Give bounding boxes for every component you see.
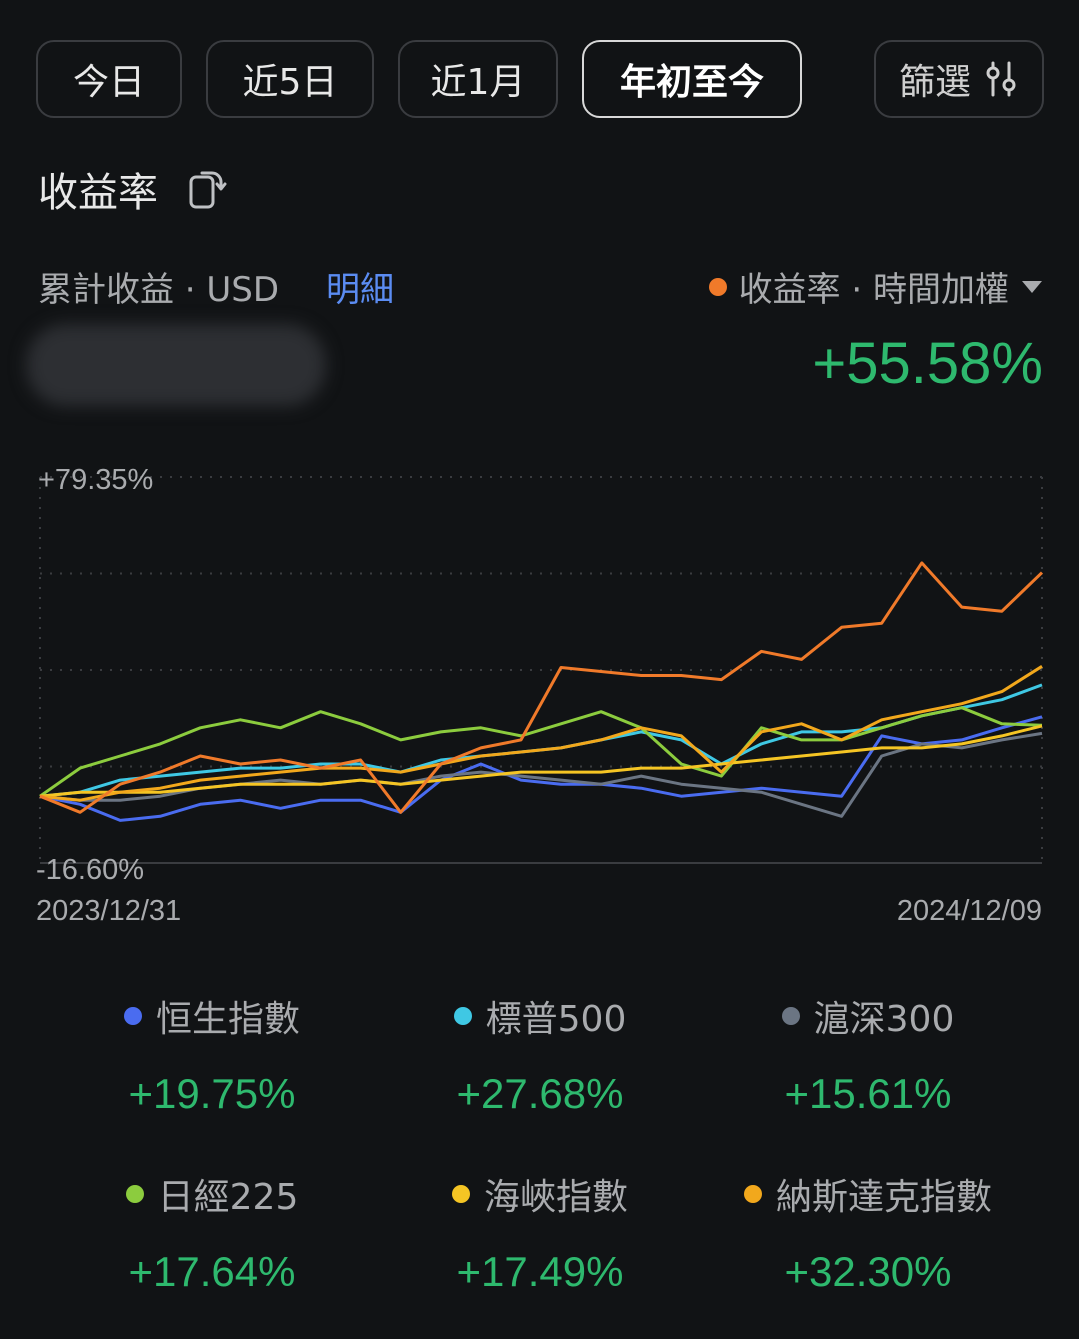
sliders-icon xyxy=(986,61,1016,97)
y-max-label: +79.35% xyxy=(38,464,153,496)
legend-value: +27.68% xyxy=(456,1070,624,1117)
legend-name: 納斯達克指數 xyxy=(775,1177,992,1218)
nikkei-dot-icon xyxy=(125,1185,144,1203)
legend-value: +15.61% xyxy=(784,1070,952,1117)
rotate-screen-icon[interactable] xyxy=(188,167,228,211)
return-chart: +79.35% -16.60% 2023/12/31 2024/12/09 xyxy=(36,464,1044,925)
x-start-label: 2023/12/31 xyxy=(36,895,181,925)
tab-today[interactable]: 今日 xyxy=(36,40,182,118)
legend-name: 海峽指數 xyxy=(483,1177,628,1218)
legend-item-nikkei: 日經225 +17.64% xyxy=(42,1168,382,1296)
section-title: 收益率 xyxy=(38,170,158,216)
legend-name: 恒生指數 xyxy=(155,999,300,1040)
rate-dot-icon xyxy=(708,277,727,296)
legend-name: 滬深300 xyxy=(813,999,955,1040)
legend-item-hang-seng: 恒生指數 +19.75% xyxy=(42,990,382,1118)
csi300-dot-icon xyxy=(781,1007,800,1025)
series-line xyxy=(39,731,1043,818)
section-header: 收益率 xyxy=(38,160,228,218)
hidden-amount xyxy=(26,324,326,406)
legend-value: +19.75% xyxy=(128,1070,296,1117)
series-line xyxy=(39,706,1043,798)
index-legend: 恒生指數 +19.75% 標普500 +27.68% 滬深300 +15.61%… xyxy=(0,990,1079,1320)
legend-item-sp500: 標普500 +27.68% xyxy=(370,990,710,1118)
legend-name: 日經225 xyxy=(157,1177,299,1218)
nasdaq-dot-icon xyxy=(743,1185,762,1203)
series-line xyxy=(39,715,1043,822)
chart-series xyxy=(39,561,1044,822)
rate-type-selector[interactable]: 收益率 · 時間加權 xyxy=(708,262,1043,311)
period-tabs: 今日 近5日 近1月 年初至今 篩選 xyxy=(36,40,1044,118)
sp500-dot-icon xyxy=(453,1007,472,1025)
summary-row: 累計收益 · USD 明細 收益率 · 時間加權 xyxy=(38,262,1043,310)
filter-button[interactable]: 篩選 xyxy=(874,40,1044,118)
tab-1-month[interactable]: 近1月 xyxy=(398,40,558,118)
return-value: +55.58% xyxy=(812,331,1043,396)
legend-name: 標普500 xyxy=(485,999,627,1040)
detail-link[interactable]: 明細 xyxy=(326,270,394,310)
hang-seng-dot-icon xyxy=(123,1007,142,1025)
filter-label: 篩選 xyxy=(898,62,971,103)
legend-value: +17.49% xyxy=(456,1248,624,1295)
series-line xyxy=(39,665,1043,802)
cumulative-return-label: 累計收益 · USD xyxy=(38,270,280,310)
x-end-label: 2024/12/09 xyxy=(897,895,1042,925)
legend-item-csi300: 滬深300 +15.61% xyxy=(698,990,1038,1118)
legend-item-nasdaq: 納斯達克指數 +32.30% xyxy=(698,1168,1038,1296)
caret-down-icon xyxy=(1022,280,1042,293)
rate-type-label: 收益率 · 時間加權 xyxy=(738,270,1009,310)
legend-value: +32.30% xyxy=(784,1248,952,1295)
straits-dot-icon xyxy=(451,1185,470,1203)
series-line xyxy=(39,561,1044,814)
tab-5-days[interactable]: 近5日 xyxy=(206,40,374,118)
tab-ytd[interactable]: 年初至今 xyxy=(582,40,802,118)
legend-value: +17.64% xyxy=(128,1248,296,1295)
chart-grid xyxy=(39,476,1043,864)
series-line xyxy=(39,724,1043,798)
y-min-label: -16.60% xyxy=(36,854,144,886)
legend-item-straits: 海峽指數 +17.49% xyxy=(370,1168,710,1296)
